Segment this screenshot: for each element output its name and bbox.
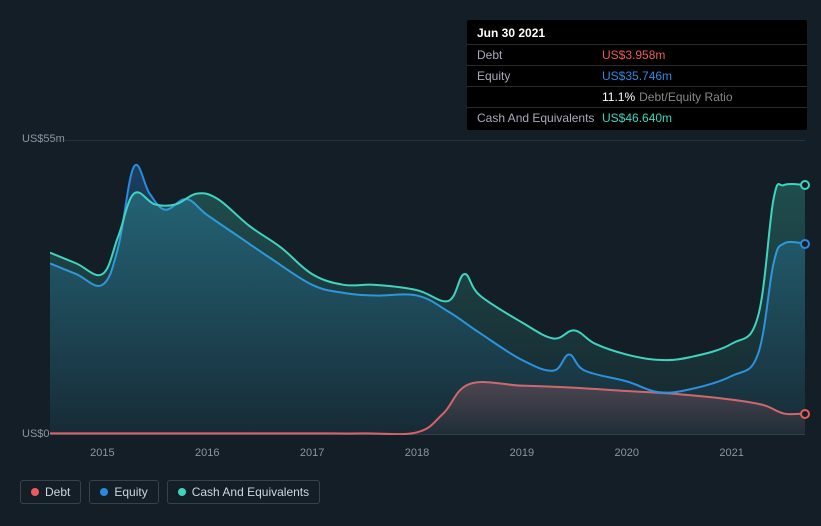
tooltip-row-label — [477, 90, 602, 104]
series-end-marker-debt — [800, 409, 810, 419]
legend-item-debt[interactable]: Debt — [20, 480, 81, 504]
tooltip-row-value: US$46.640m — [602, 111, 672, 125]
area-chart-svg — [50, 140, 805, 435]
tooltip-row-value: 11.1% — [602, 90, 635, 104]
legend-item-cash[interactable]: Cash And Equivalents — [167, 480, 320, 504]
x-axis-tick-label: 2020 — [614, 447, 638, 459]
tooltip-row-extra: Debt/Equity Ratio — [639, 90, 732, 104]
series-end-marker-cash — [800, 180, 810, 190]
x-axis-tick-label: 2019 — [510, 447, 534, 459]
tooltip-row: Cash And EquivalentsUS$46.640m — [467, 107, 807, 128]
series-end-marker-equity — [800, 239, 810, 249]
tooltip-row-label: Cash And Equivalents — [477, 111, 602, 125]
chart-legend: Debt Equity Cash And Equivalents — [20, 480, 320, 504]
x-axis-tick-label: 2021 — [719, 447, 743, 459]
tooltip-row: 11.1% Debt/Equity Ratio — [467, 86, 807, 107]
chart-tooltip: Jun 30 2021 DebtUS$3.958mEquityUS$35.746… — [467, 20, 807, 130]
legend-item-label: Debt — [45, 485, 70, 499]
tooltip-date: Jun 30 2021 — [467, 26, 807, 44]
tooltip-row-label: Equity — [477, 69, 602, 83]
tooltip-row-value: US$35.746m — [602, 69, 672, 83]
x-axis-tick-label: 2015 — [90, 447, 114, 459]
x-axis-tick-label: 2017 — [300, 447, 324, 459]
tooltip-row: DebtUS$3.958m — [467, 44, 807, 65]
chart-plot-area — [50, 140, 805, 435]
legend-item-label: Cash And Equivalents — [192, 485, 309, 499]
legend-swatch-icon — [178, 488, 186, 496]
legend-item-equity[interactable]: Equity — [89, 480, 158, 504]
tooltip-row-value: US$3.958m — [602, 48, 665, 62]
tooltip-row-label: Debt — [477, 48, 602, 62]
series-area-cash — [50, 184, 805, 435]
legend-item-label: Equity — [114, 485, 147, 499]
legend-swatch-icon — [100, 488, 108, 496]
tooltip-row: EquityUS$35.746m — [467, 65, 807, 86]
legend-swatch-icon — [31, 488, 39, 496]
x-axis-tick-label: 2018 — [405, 447, 429, 459]
x-axis-tick-label: 2016 — [195, 447, 219, 459]
y-axis-tick-label: US$0 — [22, 428, 50, 440]
